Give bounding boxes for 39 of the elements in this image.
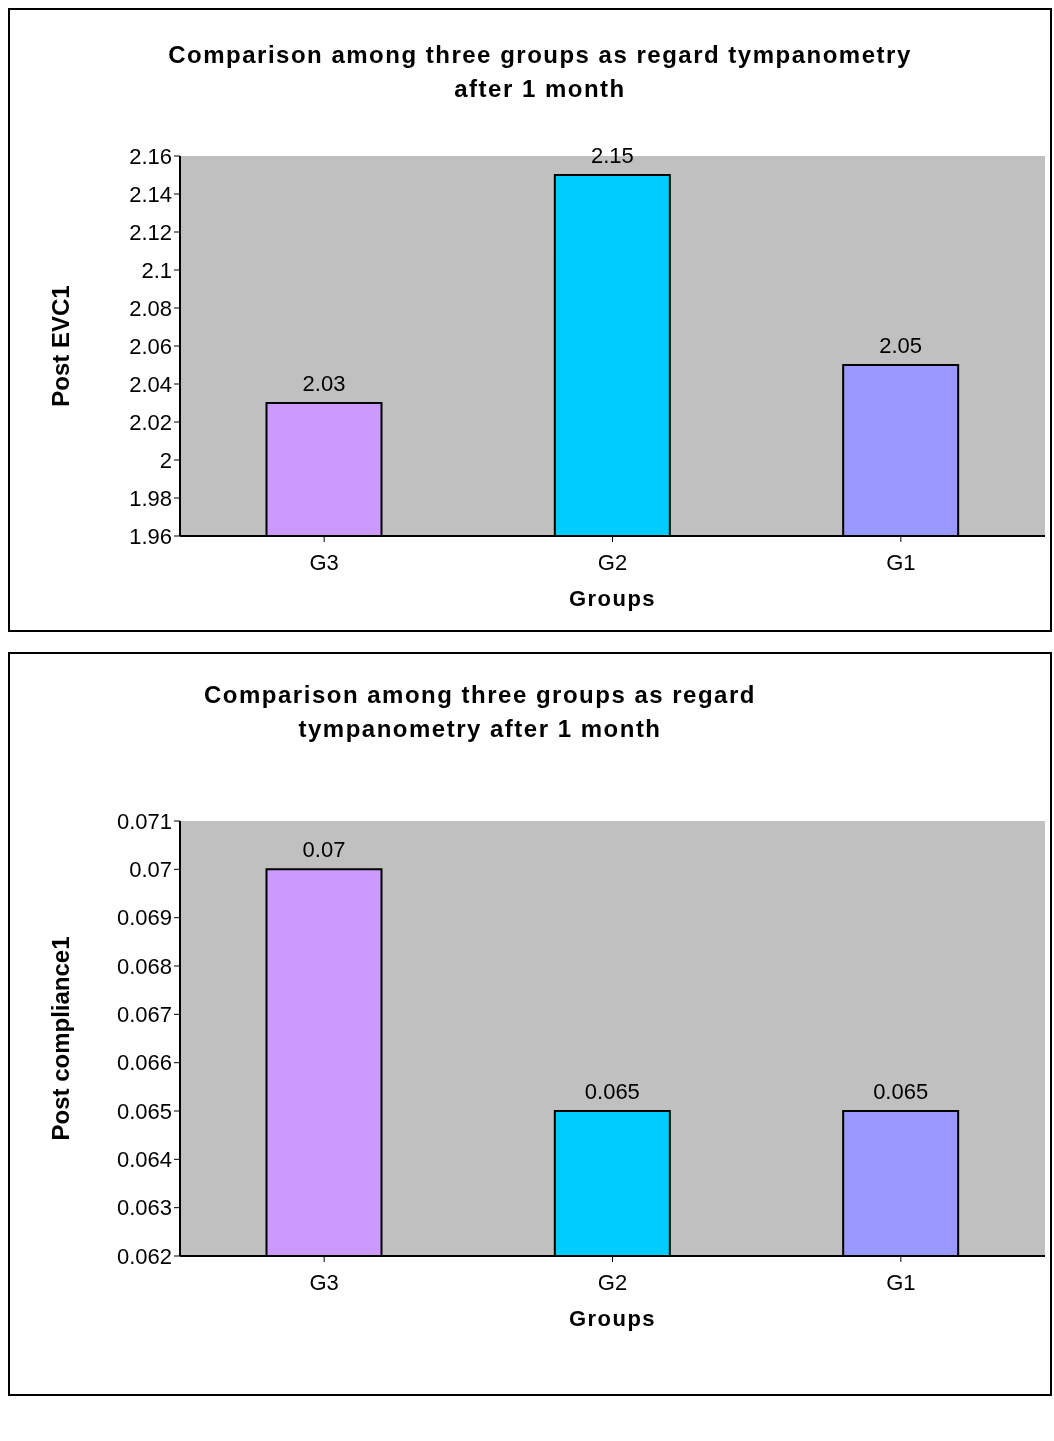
x-tick-label: G1: [886, 1269, 916, 1295]
y-tick-label: 2: [159, 447, 172, 473]
data-label: 2.05: [879, 333, 923, 358]
y-tick-label: 2.06: [129, 333, 172, 359]
x-axis-title: Groups: [568, 1306, 657, 1331]
chart-title: Comparison among three groups as regard tympanometry after 1 month: [167, 40, 913, 104]
y-tick-label: 2.08: [129, 295, 172, 321]
x-tick-label: G3: [309, 1269, 339, 1295]
x-tick-label: G2: [597, 1269, 628, 1295]
data-label: 0.065: [584, 1079, 640, 1104]
data-label: 2.15: [590, 143, 634, 168]
y-tick-label: 0.064: [116, 1147, 172, 1173]
y-tick-label: 2.12: [129, 219, 172, 245]
x-tick-label: G3: [309, 549, 339, 575]
y-tick-label: 2.1: [141, 257, 172, 283]
y-axis-title: Post compliance1: [46, 936, 74, 1141]
y-tick-label: 1.98: [129, 485, 172, 511]
y-tick-label: 1.96: [129, 523, 172, 549]
y-tick-label: 0.062: [116, 1243, 172, 1269]
y-tick-label: 0.071: [116, 808, 172, 834]
y-tick-label: 0.063: [116, 1195, 172, 1221]
y-tick-label: 0.07: [129, 857, 172, 883]
data-label: 0.065: [873, 1079, 929, 1104]
y-tick-label: 0.068: [116, 953, 172, 979]
y-axis-title: Post EVC1: [46, 285, 74, 407]
y-tick-label: 2.04: [129, 371, 172, 397]
y-tick-label: 2.14: [129, 181, 172, 207]
chart-title: Comparison among three groups as regard tympanometry after 1 month: [203, 680, 757, 744]
y-tick-label: 0.065: [116, 1098, 172, 1124]
data-label: 0.07: [302, 837, 346, 863]
x-axis-title: Groups: [568, 586, 657, 611]
x-tick-label: G2: [597, 549, 628, 575]
data-label: 2.03: [302, 371, 346, 396]
y-tick-label: 0.069: [116, 905, 172, 931]
y-tick-label: 2.02: [129, 409, 172, 435]
y-tick-label: 0.067: [116, 1002, 172, 1028]
y-tick-label: 0.066: [116, 1050, 172, 1076]
x-tick-label: G1: [886, 549, 916, 575]
y-tick-label: 2.16: [129, 143, 172, 169]
